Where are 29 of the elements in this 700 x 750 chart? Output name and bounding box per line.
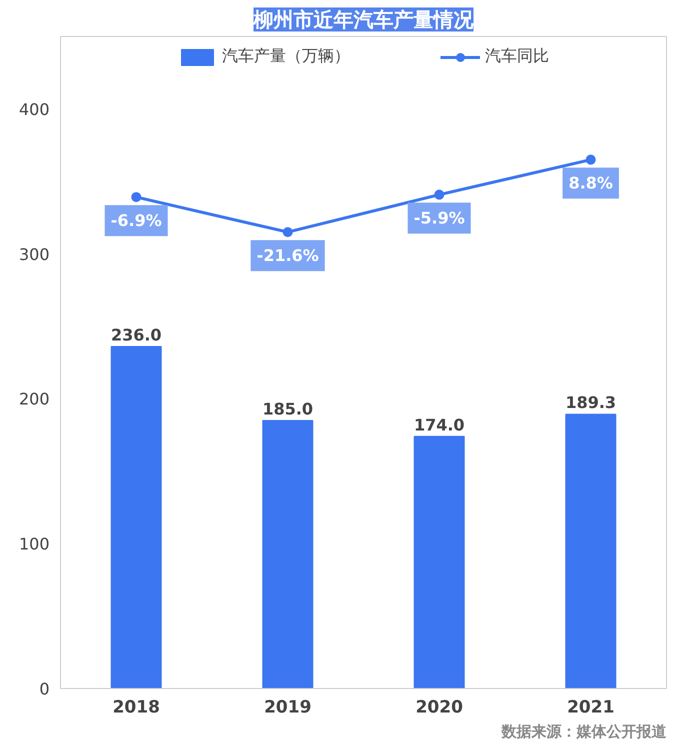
y-tick-label: 0 xyxy=(39,680,50,698)
y-tick-label: 300 xyxy=(18,244,50,264)
bar xyxy=(565,414,616,688)
y-tick-label: 100 xyxy=(18,534,50,554)
x-tick-label: 2019 xyxy=(264,698,312,718)
bar xyxy=(414,436,465,688)
legend-label: 汽车同比 xyxy=(485,46,549,67)
data-label: 189.3 xyxy=(565,393,616,412)
legend-label: 汽车产量（万辆） xyxy=(222,46,350,67)
source-note: 数据来源：媒体公开报道 xyxy=(500,722,668,740)
point xyxy=(434,190,444,200)
data-label: -6.9% xyxy=(110,211,162,230)
data-label: 8.8% xyxy=(568,174,613,193)
data-label: 185.0 xyxy=(262,399,314,418)
chart-title: 柳州市近年汽车产量情况 xyxy=(252,8,474,32)
bar xyxy=(262,420,314,688)
data-label: 236.0 xyxy=(110,326,162,345)
bar xyxy=(110,346,162,688)
data-label: -5.9% xyxy=(414,208,465,228)
x-tick-label: 2021 xyxy=(567,698,614,718)
data-label: 174.0 xyxy=(414,415,465,434)
point xyxy=(282,227,293,238)
x-tick-label: 2020 xyxy=(416,698,464,718)
point xyxy=(131,192,142,202)
y-tick-label: 400 xyxy=(18,100,50,119)
data-label: -21.6% xyxy=(256,246,319,266)
point xyxy=(586,154,596,165)
x-tick-label: 2018 xyxy=(112,698,160,718)
y-tick-label: 200 xyxy=(18,390,50,409)
